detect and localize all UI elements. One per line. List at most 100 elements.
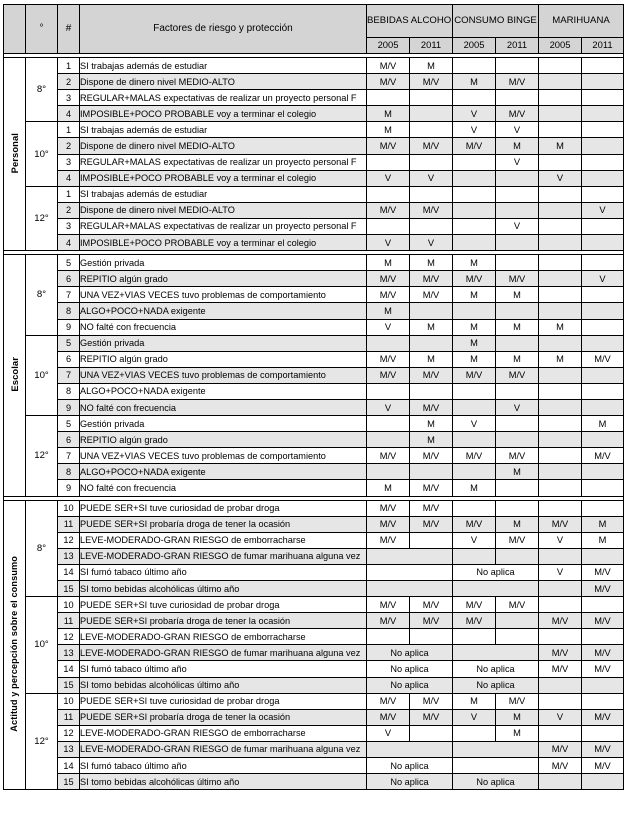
table-row: 2 Dispone de dinero nivel MEDIO-ALTO M/V M/… [4, 201, 625, 219]
factor-label-cell: REPITIO algún grado [79, 270, 367, 288]
value-cell [538, 286, 582, 304]
factor-label-cell: LEVE-MODERADO-GRAN RIESGO de emborrachar… [79, 531, 367, 549]
row-number-cell: 3 [57, 217, 80, 236]
factor-label-cell: PUEDE SER+SI probaría droga de tener la … [79, 708, 367, 726]
value-cell [580, 318, 625, 336]
value-cell: M/V [538, 644, 582, 662]
value-cell: M [452, 350, 496, 368]
value-cell [495, 415, 539, 433]
value-cell [452, 740, 539, 759]
table-row: 12° 10 PUEDE SER+SI tuve curiosidad de pro… [4, 692, 625, 791]
value-cell: V [452, 708, 496, 726]
row-number-cell: 13 [57, 740, 80, 759]
value-cell: M [495, 515, 539, 533]
header-year-binge-2011: 2011 [495, 37, 539, 54]
value-cell: M [538, 318, 582, 336]
section-label-2: Escolar [3, 254, 26, 497]
grade-cell: 10° [25, 334, 58, 417]
value-cell: M/V [409, 708, 453, 726]
table-row: 3 REGULAR+MALAS expectativas de realizar … [4, 153, 625, 171]
factor-label-cell: ALGO+POCO+NADA exigente [79, 382, 367, 400]
value-cell [538, 302, 582, 320]
table-row: 7 UNA VEZ+VIAS VECES tuvo problemas de co… [4, 447, 625, 465]
value-cell [409, 334, 453, 352]
factor-label-cell: NO falté con frecuencia [79, 318, 367, 336]
factor-label-cell: UNA VEZ+VIAS VECES tuvo problemas de com… [79, 447, 367, 465]
grade-cell: 8° [25, 499, 58, 598]
header-group-marihuana: MARIHUANA [537, 4, 625, 38]
not-applicable-cell: No aplica [366, 660, 453, 678]
header-degree-column: ° [25, 4, 58, 54]
value-cell: M [409, 350, 453, 368]
grade-cell: 10° [25, 596, 58, 694]
value-cell [366, 579, 453, 598]
row-number-cell: 11 [57, 612, 80, 630]
value-cell: V [366, 169, 410, 187]
table-row: 15 SI tomo bebidas alcohólicas último año… [4, 773, 625, 791]
row-number-cell: 1 [57, 56, 80, 75]
row-number-cell: 3 [57, 153, 80, 171]
value-cell [538, 153, 582, 171]
table-row: 4 IMPOSIBLE+POCO PROBABLE voy a terminar … [4, 234, 625, 252]
header-year-marihuana-2011: 2011 [580, 37, 625, 54]
row-number-cell: 13 [57, 644, 80, 662]
value-cell [495, 254, 539, 272]
table-row: 11 PUEDE SER+SI probaría droga de tener l… [4, 612, 625, 630]
value-cell [409, 105, 453, 123]
row-number-cell: 9 [57, 479, 80, 497]
row-number-cell: 12 [57, 531, 80, 549]
row-number-cell: 15 [57, 676, 80, 694]
table-row: 4 IMPOSIBLE+POCO PROBABLE voy a terminar … [4, 105, 625, 123]
value-cell: M [366, 121, 410, 139]
header-group-consumo-binge: CONSUMO BINGE [452, 4, 539, 38]
value-cell [495, 547, 539, 565]
row-number-cell: 6 [57, 350, 80, 368]
grade-cell: 12° [25, 185, 58, 252]
row-number-cell: 8 [57, 302, 80, 320]
row-number-cell: 4 [57, 169, 80, 187]
row-number-cell: 5 [57, 334, 80, 352]
value-cell: M/V [538, 740, 582, 759]
table-row: 10° 1 SI trabajas además de estudiar M V V [4, 121, 625, 187]
value-cell [580, 334, 625, 352]
table-row: 8 ALGO+POCO+NADA exigente M [4, 463, 625, 481]
value-cell [580, 286, 625, 304]
value-cell [538, 463, 582, 481]
value-cell: M/V [580, 708, 625, 726]
value-cell: M/V [366, 286, 410, 304]
value-cell: M/V [409, 596, 453, 614]
factor-label-cell: Dispone de dinero nivel MEDIO-ALTO [79, 137, 367, 155]
value-cell [580, 463, 625, 481]
value-cell: M/V [366, 137, 410, 155]
value-cell: M [580, 515, 625, 533]
factor-label-cell: IMPOSIBLE+POCO PROBABLE voy a terminar e… [79, 169, 367, 187]
table-row: 12 LEVE-MODERADO-GRAN RIESGO de emborrach… [4, 628, 625, 646]
row-number-cell: 7 [57, 447, 80, 465]
row-number-cell: 7 [57, 366, 80, 384]
value-cell: M [366, 302, 410, 320]
value-cell [366, 217, 410, 236]
value-cell [580, 89, 625, 107]
value-cell: M/V [495, 447, 539, 465]
not-applicable-cell: No aplica [366, 773, 453, 791]
value-cell [580, 185, 625, 203]
value-cell: M/V [409, 398, 453, 417]
header-corner-blank [3, 4, 26, 54]
row-number-cell: 4 [57, 234, 80, 252]
value-cell [366, 89, 410, 107]
value-cell [580, 137, 625, 155]
table-row: 12 LEVE-MODERADO-GRAN RIESGO de emborrach… [4, 531, 625, 549]
row-number-cell: 7 [57, 286, 80, 304]
value-cell: M/V [409, 479, 453, 497]
value-cell: V [538, 531, 582, 549]
factor-label-cell: REGULAR+MALAS expectativas de realizar u… [79, 217, 367, 236]
row-number-cell: 1 [57, 121, 80, 139]
value-cell: M [495, 708, 539, 726]
factor-label-cell: SI fumó tabaco último año [79, 563, 367, 582]
value-cell [538, 547, 582, 565]
value-cell: M [409, 318, 453, 336]
value-cell: M/V [580, 644, 625, 662]
value-cell [538, 334, 582, 352]
table-row: 3 REGULAR+MALAS expectativas de realizar … [4, 217, 625, 236]
factor-label-cell: REGULAR+MALAS expectativas de realizar u… [79, 153, 367, 171]
